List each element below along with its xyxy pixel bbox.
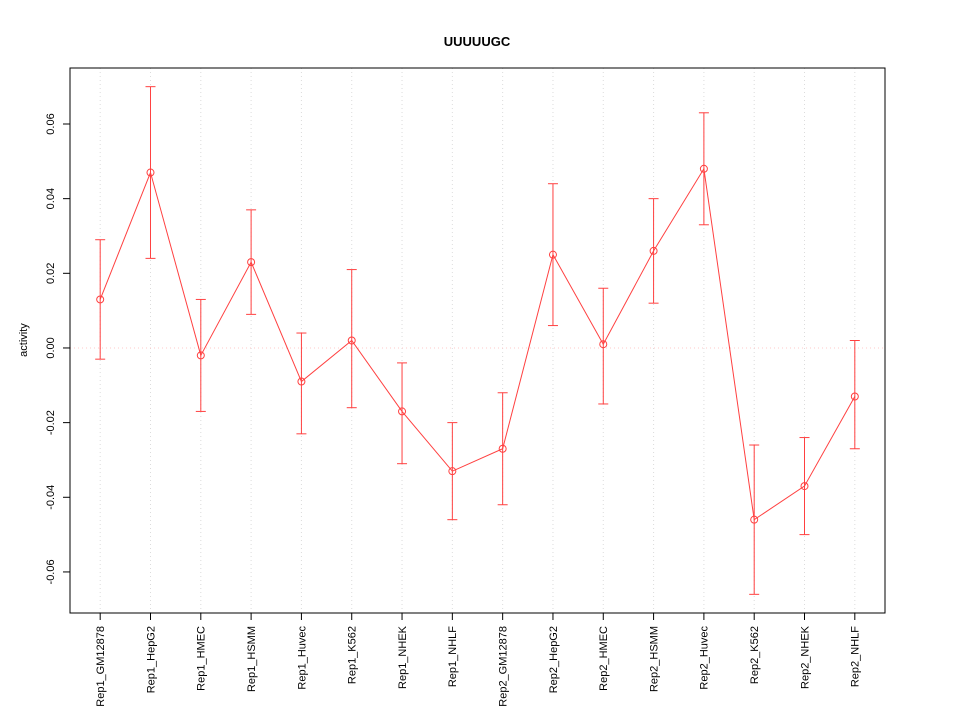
x-tick-label: Rep2_HMEC [598, 626, 610, 691]
x-tick-label: Rep1_HSMM [246, 626, 258, 692]
y-tick-label: -0.04 [45, 485, 57, 510]
data-point [699, 164, 708, 173]
chart-title: UUUUUGC [444, 34, 511, 49]
x-tick-label: Rep1_NHLF [447, 626, 459, 687]
data-point [548, 250, 557, 259]
data-point [398, 407, 407, 416]
x-tick-label: Rep2_NHEK [799, 625, 811, 689]
data-point [146, 168, 155, 177]
x-tick-label: Rep1_NHEK [397, 625, 409, 689]
series-layer [95, 86, 860, 595]
data-point [800, 482, 809, 491]
grid-layer [70, 68, 885, 613]
x-tick-label: Rep1_HepG2 [145, 626, 157, 693]
series-line [99, 167, 856, 521]
data-point [448, 467, 457, 476]
x-tick-label: Rep1_K562 [347, 626, 359, 684]
x-tick-label: Rep1_HMEC [196, 626, 208, 691]
y-tick-label: 0.06 [45, 113, 57, 134]
data-point [196, 351, 205, 360]
x-tick-label: Rep2_NHLF [850, 626, 862, 687]
data-point [96, 295, 105, 304]
data-point [649, 246, 658, 255]
axes-layer: -0.06 -0.04 -0.02 0.00 0.02 0.04 0.06 Rep1_GM12… [45, 67, 886, 707]
x-tick-label: Rep2_HSMM [648, 626, 660, 692]
y-tick-label: 0.00 [45, 337, 57, 358]
x-tick-label: Rep2_Huvec [699, 626, 711, 690]
y-tick-label: -0.06 [45, 559, 57, 584]
data-point [750, 515, 759, 524]
data-point [347, 336, 356, 345]
x-tick-label: Rep1_Huvec [296, 626, 308, 690]
y-tick-label: 0.02 [45, 263, 57, 284]
data-point [850, 392, 859, 401]
x-tick-label: Rep2_GM12878 [498, 626, 510, 707]
data-point [297, 377, 306, 386]
y-tick-label: 0.04 [45, 188, 57, 209]
data-point [498, 444, 507, 453]
y-tick-label: -0.02 [45, 410, 57, 435]
data-point [247, 258, 256, 267]
x-tick-label: Rep1_GM12878 [95, 626, 107, 707]
plot-border [69, 67, 886, 614]
x-tick-label: Rep2_HepG2 [548, 626, 560, 693]
y-axis-label: activity [18, 323, 30, 357]
data-point [599, 340, 608, 349]
x-tick-label: Rep2_K562 [749, 626, 761, 684]
